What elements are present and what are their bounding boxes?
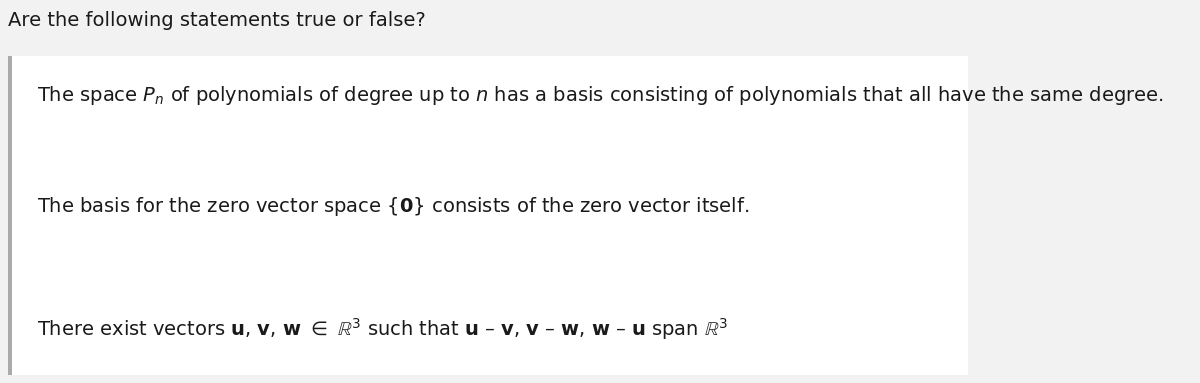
- Bar: [7, 56, 12, 170]
- Bar: [7, 56, 968, 170]
- Text: The basis for the zero vector space $\{\mathbf{0}\}$ consists of the zero vector: The basis for the zero vector space $\{\…: [37, 195, 749, 218]
- Bar: [7, 169, 968, 276]
- Bar: [7, 276, 12, 375]
- Text: There exist vectors $\mathbf{u}$, $\mathbf{v}$, $\mathbf{w}$ $\in$ $\mathbb{R}^3: There exist vectors $\mathbf{u}$, $\math…: [37, 316, 728, 342]
- Text: Are the following statements true or false?: Are the following statements true or fal…: [7, 11, 426, 31]
- Bar: [7, 169, 12, 276]
- Text: The space $P_n$ of polynomials of degree up to $n$ has a basis consisting of pol: The space $P_n$ of polynomials of degree…: [37, 84, 1164, 107]
- Bar: [7, 276, 968, 375]
